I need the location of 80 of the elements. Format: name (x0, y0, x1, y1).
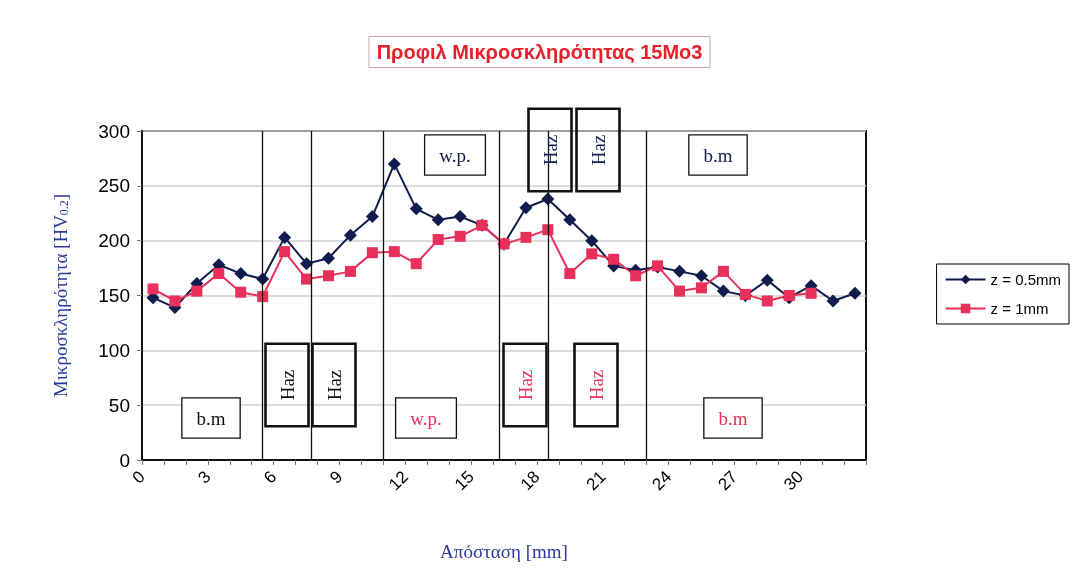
point (191, 285, 203, 297)
point (564, 268, 576, 280)
x-tick-label: 3 (194, 467, 215, 488)
x-tick-label: 18 (516, 467, 544, 495)
point (343, 228, 357, 242)
annotation: Haz (514, 369, 536, 401)
legend-label: z = 0.5mm (990, 271, 1061, 288)
point (279, 246, 291, 258)
point (278, 230, 292, 244)
y-tick-label: 100 (98, 339, 130, 361)
x-tick-label: 30 (780, 467, 807, 495)
point (321, 251, 335, 265)
annotation: b.m (196, 407, 226, 429)
annotation: Haz (276, 369, 298, 401)
point (344, 265, 356, 277)
annotation: Haz (539, 134, 561, 166)
point (694, 269, 708, 283)
point (761, 295, 773, 307)
point (234, 267, 248, 281)
point (432, 234, 444, 246)
y-tick-label: 300 (98, 120, 130, 142)
point (716, 284, 730, 298)
y-tick-label: 0 (119, 449, 130, 471)
point (586, 248, 598, 260)
point (695, 282, 707, 294)
point (760, 273, 774, 287)
legend-label: z = 1mm (990, 300, 1049, 317)
point (673, 264, 687, 278)
point (301, 273, 313, 285)
x-tick-label: 27 (714, 467, 742, 495)
point (409, 202, 423, 216)
point (300, 257, 314, 271)
point (805, 287, 817, 299)
point (365, 210, 379, 224)
y-axis-title: Μικροσκληρότητα [HV0.2] (49, 193, 71, 398)
y-tick-label: 200 (98, 230, 130, 252)
point (783, 290, 795, 301)
point (235, 286, 247, 298)
point (213, 268, 225, 280)
point (366, 247, 378, 259)
annotation: b.m (703, 144, 733, 166)
point (608, 253, 620, 265)
point (454, 230, 466, 242)
point (848, 286, 862, 300)
point (322, 270, 334, 282)
y-tick-label: 50 (108, 394, 130, 416)
point (826, 294, 840, 308)
point (717, 265, 729, 277)
x-tick-label: 0 (128, 467, 149, 488)
x-tick-label: 15 (451, 467, 478, 495)
x-tick-label: 9 (326, 467, 347, 488)
annotation: w.p. (410, 407, 442, 429)
point (453, 210, 467, 224)
point (410, 258, 422, 270)
x-tick-label: 21 (582, 467, 610, 495)
annotation: Haz (585, 369, 607, 401)
point (431, 213, 445, 227)
point (520, 231, 532, 243)
point (388, 246, 400, 258)
point (519, 201, 533, 215)
point (585, 234, 599, 248)
annotation: Haz (587, 134, 609, 166)
y-tick-label: 150 (98, 285, 130, 306)
point (387, 157, 401, 171)
chart-title: Προφιλ Μικροσκληρότητας 15Mo3 (376, 41, 703, 63)
annotation: Haz (323, 369, 345, 401)
point (169, 295, 181, 307)
point (147, 283, 159, 295)
x-tick-label: 6 (260, 467, 281, 488)
x-tick-label: 24 (648, 467, 676, 495)
x-axis-title: Απόσταση [mm] (440, 541, 568, 562)
x-tick-label: 12 (385, 467, 412, 495)
point (674, 285, 686, 297)
point (563, 213, 577, 227)
annotation: w.p. (439, 144, 471, 166)
point (257, 291, 269, 303)
y-tick-label: 250 (98, 175, 130, 197)
annotation: b.m (718, 407, 748, 429)
point (542, 224, 554, 236)
point (630, 270, 642, 282)
